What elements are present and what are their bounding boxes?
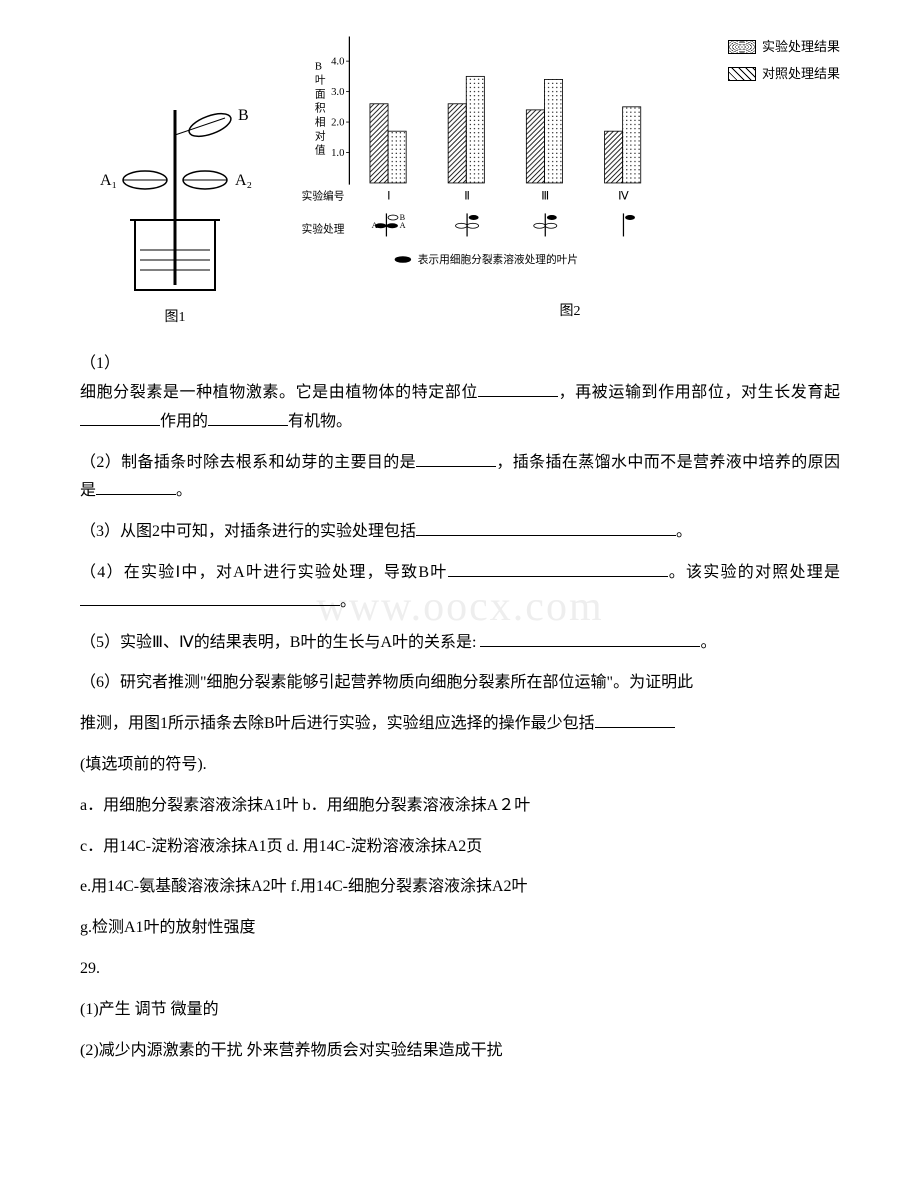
q5-prefix: （5）实验Ⅲ、Ⅳ的结果表明，B叶的生长与A叶的关系是: xyxy=(80,634,480,651)
figure-1: B A₁ A₂ 图1 xyxy=(80,20,270,330)
q5: （5）实验Ⅲ、Ⅳ的结果表明，B叶的生长与A叶的关系是: 。 xyxy=(80,629,840,658)
svg-text:叶: 叶 xyxy=(315,74,326,86)
q1: （1） 细胞分裂素是一种植物激素。它是由植物体的特定部位 ，再被运输到作用部位，对… xyxy=(80,350,840,436)
q3-prefix: （3）从图2中可知，对插条进行的实验处理包括 xyxy=(80,523,416,540)
opt-ab: a．用细胞分裂素溶液涂抹A1叶 b．用细胞分裂素溶液涂抹A２叶 xyxy=(80,792,840,821)
q5-blank xyxy=(480,631,700,647)
chart-legend: 实验处理结果 对照处理结果 xyxy=(728,20,840,294)
svg-text:Ⅰ: Ⅰ xyxy=(387,190,390,202)
q1-prefix: （1） xyxy=(80,355,120,372)
opt-g: g.检测A1叶的放射性强度 xyxy=(80,914,840,943)
q2-prefix: （2）制备插条时除去根系和幼芽的主要目的是 xyxy=(80,454,416,471)
svg-text:1.0: 1.0 xyxy=(331,147,344,159)
hatch-swatch xyxy=(728,67,756,81)
svg-text:3.0: 3.0 xyxy=(331,86,344,98)
svg-text:Ⅲ: Ⅲ xyxy=(541,190,549,202)
svg-text:对: 对 xyxy=(315,129,326,142)
svg-text:积: 积 xyxy=(315,102,326,114)
q1-textc: 作用的 xyxy=(160,413,208,430)
svg-text:表示用细胞分裂素溶液处理的叶片: 表示用细胞分裂素溶液处理的叶片 xyxy=(418,253,578,266)
fig2-caption: 图2 xyxy=(300,299,840,324)
svg-text:相: 相 xyxy=(315,115,326,128)
q6-blank xyxy=(595,712,675,728)
q4-blank1 xyxy=(448,561,668,577)
x-row1-label: 实验编号 xyxy=(302,189,345,202)
q1-textd: 有机物。 xyxy=(288,413,352,430)
q6-line1: （6）研究者推测"细胞分裂素能够引起营养物质向细胞分裂素所在部位运输"。为证明此 xyxy=(80,669,840,698)
fig1-label-a1: A₁ xyxy=(100,172,117,189)
q1-blank1 xyxy=(478,381,558,397)
q2-blank2 xyxy=(96,479,176,495)
q1-blank3 xyxy=(208,410,288,426)
q6-hint: (填选项前的符号). xyxy=(80,751,840,780)
q4: （4）在实验Ⅰ中，对A叶进行实验处理，导致B叶 。该实验的对照处理是。 xyxy=(80,559,840,617)
q4-mid: 。该实验的对照处理是 xyxy=(668,564,840,581)
legend-experimental: 实验处理结果 xyxy=(728,35,840,58)
legend-exp-label: 实验处理结果 xyxy=(762,35,840,58)
y-axis-label: B xyxy=(315,60,322,72)
svg-text:A: A xyxy=(372,221,378,230)
q3-blank xyxy=(416,520,676,536)
answer-num: 29. xyxy=(80,955,840,984)
svg-text:值: 值 xyxy=(315,143,326,156)
opt-cd: c．用14C-淀粉溶液涂抹A1页 d. 用14C-淀粉溶液涂抹A2页 xyxy=(80,833,840,862)
q4-blank2 xyxy=(80,590,340,606)
q4-prefix: （4）在实验Ⅰ中，对A叶进行实验处理，导致B叶 xyxy=(80,564,448,581)
q2-blank1 xyxy=(416,451,496,467)
fig1-label-b: B xyxy=(238,107,249,124)
q3: （3）从图2中可知，对插条进行的实验处理包括 。 xyxy=(80,518,840,547)
svg-text:Ⅱ: Ⅱ xyxy=(464,190,470,202)
fig1-label-a2: A₂ xyxy=(235,172,252,189)
q3-end: 。 xyxy=(676,523,692,540)
opt-ef: e.用14C-氨基酸溶液涂抹A2叶 f.用14C-细胞分裂素溶液涂抹A2叶 xyxy=(80,873,840,902)
dots-swatch xyxy=(728,40,756,54)
fig1-svg: B A₁ A₂ xyxy=(80,20,270,300)
svg-text:A: A xyxy=(400,221,406,230)
figure-2: 1.0 2.0 3.0 4.0 B 叶 面 积 相 对 值 xyxy=(300,20,840,330)
q5-end: 。 xyxy=(700,634,716,651)
x-row2-label: 实验处理 xyxy=(302,222,345,235)
q4-end: 。 xyxy=(340,593,356,610)
q6-line2-text: 推测，用图1所示插条去除B叶后进行实验，实验组应选择的操作最少包括 xyxy=(80,715,595,732)
legend-control: 对照处理结果 xyxy=(728,62,840,85)
svg-text:2.0: 2.0 xyxy=(331,116,344,128)
q2: （2）制备插条时除去根系和幼芽的主要目的是，插条插在蒸馏水中而不是营养液中培养的… xyxy=(80,449,840,507)
fig1-caption: 图1 xyxy=(165,305,186,330)
fig2-svg: 1.0 2.0 3.0 4.0 B 叶 面 积 相 对 值 xyxy=(300,20,728,283)
q2-end: 。 xyxy=(176,482,192,499)
answer-2: (2)减少内源激素的干扰 外来营养物质会对实验结果造成干扰 xyxy=(80,1037,840,1066)
svg-text:Ⅳ: Ⅳ xyxy=(618,190,629,202)
q1-textb: ，再被运输到作用部位，对生长发育起 xyxy=(558,384,840,401)
figure-area: B A₁ A₂ 图1 xyxy=(80,20,840,330)
q6-line2: 推测，用图1所示插条去除B叶后进行实验，实验组应选择的操作最少包括 xyxy=(80,710,840,739)
legend-ctrl-label: 对照处理结果 xyxy=(762,62,840,85)
q1-blank2 xyxy=(80,410,160,426)
svg-text:面: 面 xyxy=(315,88,326,100)
q1-texta: 细胞分裂素是一种植物激素。它是由植物体的特定部位 xyxy=(80,384,478,401)
answer-1: (1)产生 调节 微量的 xyxy=(80,996,840,1025)
svg-text:4.0: 4.0 xyxy=(331,55,344,67)
